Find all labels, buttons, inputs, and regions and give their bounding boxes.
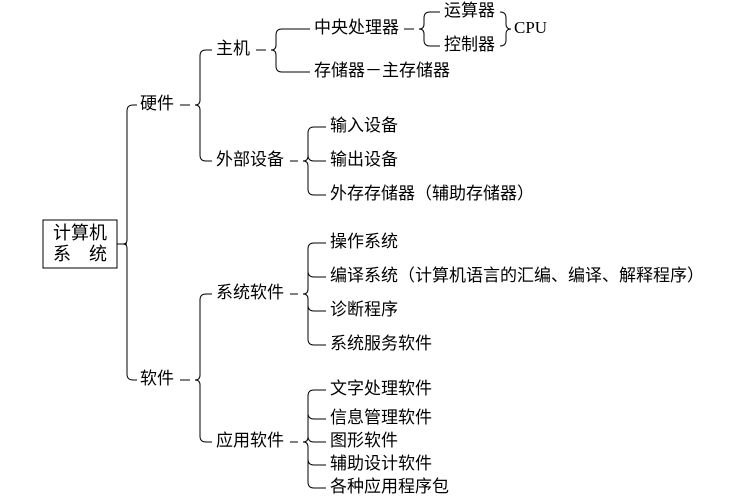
- host-label: 主机: [216, 39, 250, 58]
- word-proc-label: 文字处理软件: [330, 379, 432, 398]
- root-line2: 系 统: [53, 244, 107, 264]
- hardware-label: 硬件: [140, 94, 174, 113]
- info-mgmt-label: 信息管理软件: [330, 408, 432, 427]
- app-pkg-label: 各种应用程序包: [330, 477, 449, 496]
- peripheral-label: 外部设备: [216, 150, 284, 169]
- sys-sw-label: 系统软件: [216, 283, 284, 302]
- cad-label: 辅助设计软件: [330, 454, 432, 473]
- cpu-close-brace: [500, 12, 511, 46]
- memory-label: 存储器－主存储器: [314, 61, 450, 80]
- graphics-label: 图形软件: [330, 431, 398, 450]
- cpu-bracket: [404, 12, 440, 46]
- os-label: 操作系统: [330, 232, 398, 251]
- ext-storage-label: 外存存储器（辅助存储器）: [330, 184, 534, 203]
- hardware-bracket: [180, 50, 212, 161]
- app-sw-label: 应用软件: [216, 431, 284, 450]
- cpu-unit-label: 中央处理器: [314, 18, 399, 37]
- host-bracket: [256, 29, 310, 72]
- sys-sw-bracket: [290, 243, 326, 345]
- ctrl-label: 控制器: [444, 35, 495, 54]
- diag-label: 诊断程序: [330, 300, 398, 319]
- cpu-text: CPU: [514, 18, 547, 37]
- peripheral-bracket: [290, 127, 326, 195]
- arith-label: 运算器: [444, 1, 495, 20]
- sys-service-label: 系统服务软件: [330, 334, 432, 353]
- input-dev-label: 输入设备: [330, 116, 398, 135]
- root-line1: 计算机: [53, 223, 107, 243]
- app-sw-bracket: [290, 390, 326, 488]
- software-label: 软件: [140, 369, 174, 388]
- output-dev-label: 输出设备: [330, 150, 398, 169]
- root-node: 计算机 系 统: [43, 220, 117, 268]
- compiler-label: 编译系统（计算机语言的汇编、编译、解释程序）: [330, 266, 704, 285]
- software-bracket: [180, 294, 212, 442]
- root-bracket: [117, 105, 137, 380]
